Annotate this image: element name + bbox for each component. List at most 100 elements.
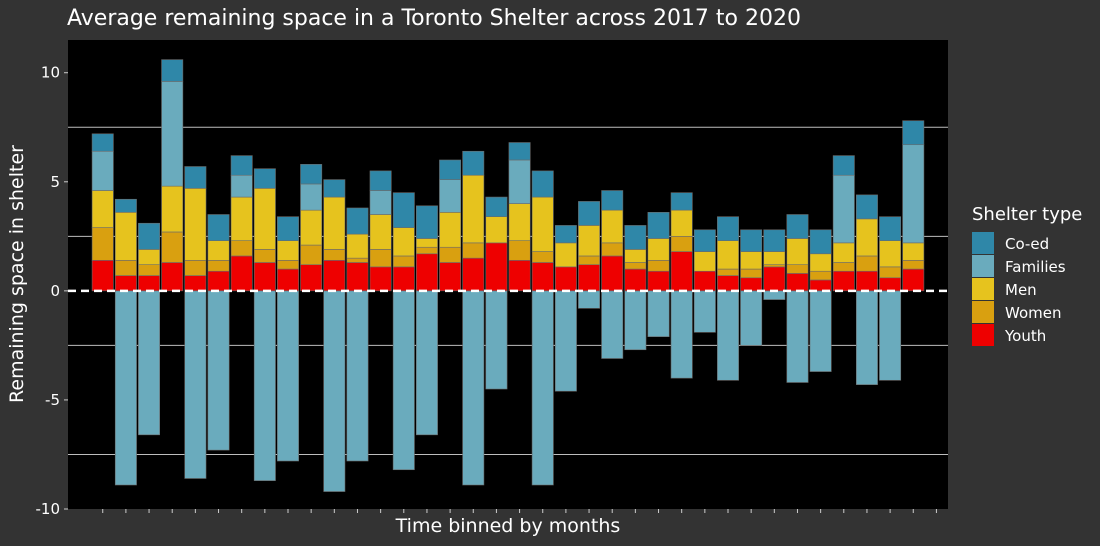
bar-families-negative-22 — [601, 290, 624, 359]
bar-co-ed-12 — [369, 170, 392, 191]
bar-men-14 — [415, 238, 438, 248]
bar-families-negative-27 — [717, 290, 739, 381]
bar-co-ed-8 — [277, 216, 299, 241]
bars-group — [91, 59, 925, 492]
bar-men-13 — [392, 227, 415, 257]
bar-men-8 — [277, 240, 299, 261]
bar-co-ed-14 — [415, 205, 438, 239]
bar-co-ed-30 — [786, 214, 809, 239]
bar-families-negative-14 — [415, 290, 438, 436]
y-axis-label: Remaining space in shelter — [6, 145, 28, 403]
bar-men-34 — [879, 240, 902, 268]
bar-youth-2 — [138, 275, 161, 292]
bar-women-24 — [647, 260, 670, 272]
bar-families-negative-30 — [786, 290, 809, 383]
bar-women-28 — [740, 268, 763, 279]
bar-youth-30 — [786, 273, 809, 292]
bar-families-negative-21 — [578, 290, 601, 309]
bar-men-0 — [91, 190, 114, 228]
bar-co-ed-19 — [531, 170, 554, 198]
bar-women-30 — [786, 264, 809, 274]
bar-men-29 — [763, 251, 786, 265]
bar-families-negative-2 — [138, 290, 161, 436]
bar-women-9 — [300, 244, 323, 265]
bar-families-negative-20 — [554, 290, 577, 392]
bar-men-9 — [300, 209, 323, 246]
bar-families-negative-25 — [670, 290, 693, 379]
bar-men-33 — [855, 218, 878, 257]
bar-women-16 — [462, 242, 485, 259]
x-ticks — [102, 509, 937, 513]
bar-co-ed-21 — [578, 201, 601, 226]
chart-title: Average remaining space in a Toronto She… — [67, 6, 801, 31]
bar-youth-4 — [184, 275, 207, 292]
bar-families-15 — [439, 179, 462, 213]
bar-youth-17 — [485, 242, 508, 292]
bar-co-ed-29 — [763, 229, 786, 252]
bar-families-3 — [161, 81, 184, 187]
bar-youth-8 — [277, 268, 299, 292]
bar-youth-24 — [647, 270, 670, 292]
bar-youth-9 — [300, 264, 323, 292]
bar-co-ed-13 — [392, 192, 415, 228]
bar-families-6 — [230, 174, 253, 198]
bar-co-ed-2 — [138, 222, 161, 250]
bar-women-25 — [670, 236, 693, 252]
bar-youth-15 — [439, 262, 462, 292]
bar-youth-16 — [462, 257, 485, 292]
bar-women-32 — [832, 262, 855, 272]
bar-families-negative-28 — [740, 290, 763, 346]
bar-co-ed-17 — [485, 196, 508, 217]
bar-families-9 — [300, 183, 323, 211]
bar-families-negative-13 — [392, 290, 415, 471]
legend-swatch-men — [972, 278, 994, 300]
bar-families-0 — [91, 150, 114, 191]
bar-men-5 — [207, 240, 230, 261]
bar-women-23 — [624, 262, 647, 270]
bar-men-21 — [578, 225, 601, 257]
y-tick-label-0: -10 — [36, 500, 61, 518]
bar-co-ed-3 — [161, 59, 184, 82]
bar-women-31 — [809, 270, 832, 281]
bar-women-6 — [230, 240, 253, 257]
bar-men-35 — [902, 242, 925, 261]
bar-co-ed-24 — [647, 212, 670, 239]
bar-families-negative-24 — [647, 290, 670, 337]
bar-women-19 — [531, 251, 554, 263]
bar-women-34 — [879, 266, 902, 279]
bar-co-ed-32 — [832, 155, 855, 176]
bar-families-negative-23 — [624, 290, 647, 351]
bar-co-ed-0 — [91, 133, 114, 152]
legend-swatch-co-ed — [972, 232, 994, 254]
bar-youth-28 — [740, 277, 763, 292]
bar-co-ed-28 — [740, 229, 763, 252]
legend-label-co-ed: Co-ed — [1005, 235, 1049, 253]
bar-families-negative-10 — [323, 290, 346, 492]
bar-co-ed-27 — [717, 216, 739, 241]
bar-men-28 — [740, 251, 763, 270]
bar-co-ed-20 — [554, 225, 577, 244]
bar-youth-22 — [601, 255, 624, 292]
bar-men-6 — [230, 196, 253, 241]
bar-co-ed-23 — [624, 225, 647, 250]
bar-men-24 — [647, 238, 670, 261]
bar-youth-27 — [717, 275, 739, 292]
bar-men-22 — [601, 209, 624, 244]
bar-women-0 — [91, 227, 114, 261]
bar-youth-14 — [415, 253, 438, 292]
bar-men-4 — [184, 188, 207, 261]
bar-families-negative-19 — [531, 290, 554, 486]
y-ticks: -10 -5 0 5 10 — [36, 64, 68, 518]
bar-youth-31 — [809, 279, 832, 292]
bar-women-2 — [138, 264, 161, 276]
bar-youth-23 — [624, 268, 647, 292]
bar-co-ed-25 — [670, 192, 693, 211]
legend-swatch-women — [972, 301, 994, 323]
bar-women-14 — [415, 246, 438, 255]
bar-families-negative-17 — [485, 290, 508, 390]
bar-families-negative-8 — [277, 290, 299, 462]
bar-co-ed-18 — [508, 142, 531, 161]
bar-co-ed-11 — [346, 207, 369, 235]
bar-women-3 — [161, 231, 184, 263]
bar-youth-13 — [392, 266, 415, 292]
